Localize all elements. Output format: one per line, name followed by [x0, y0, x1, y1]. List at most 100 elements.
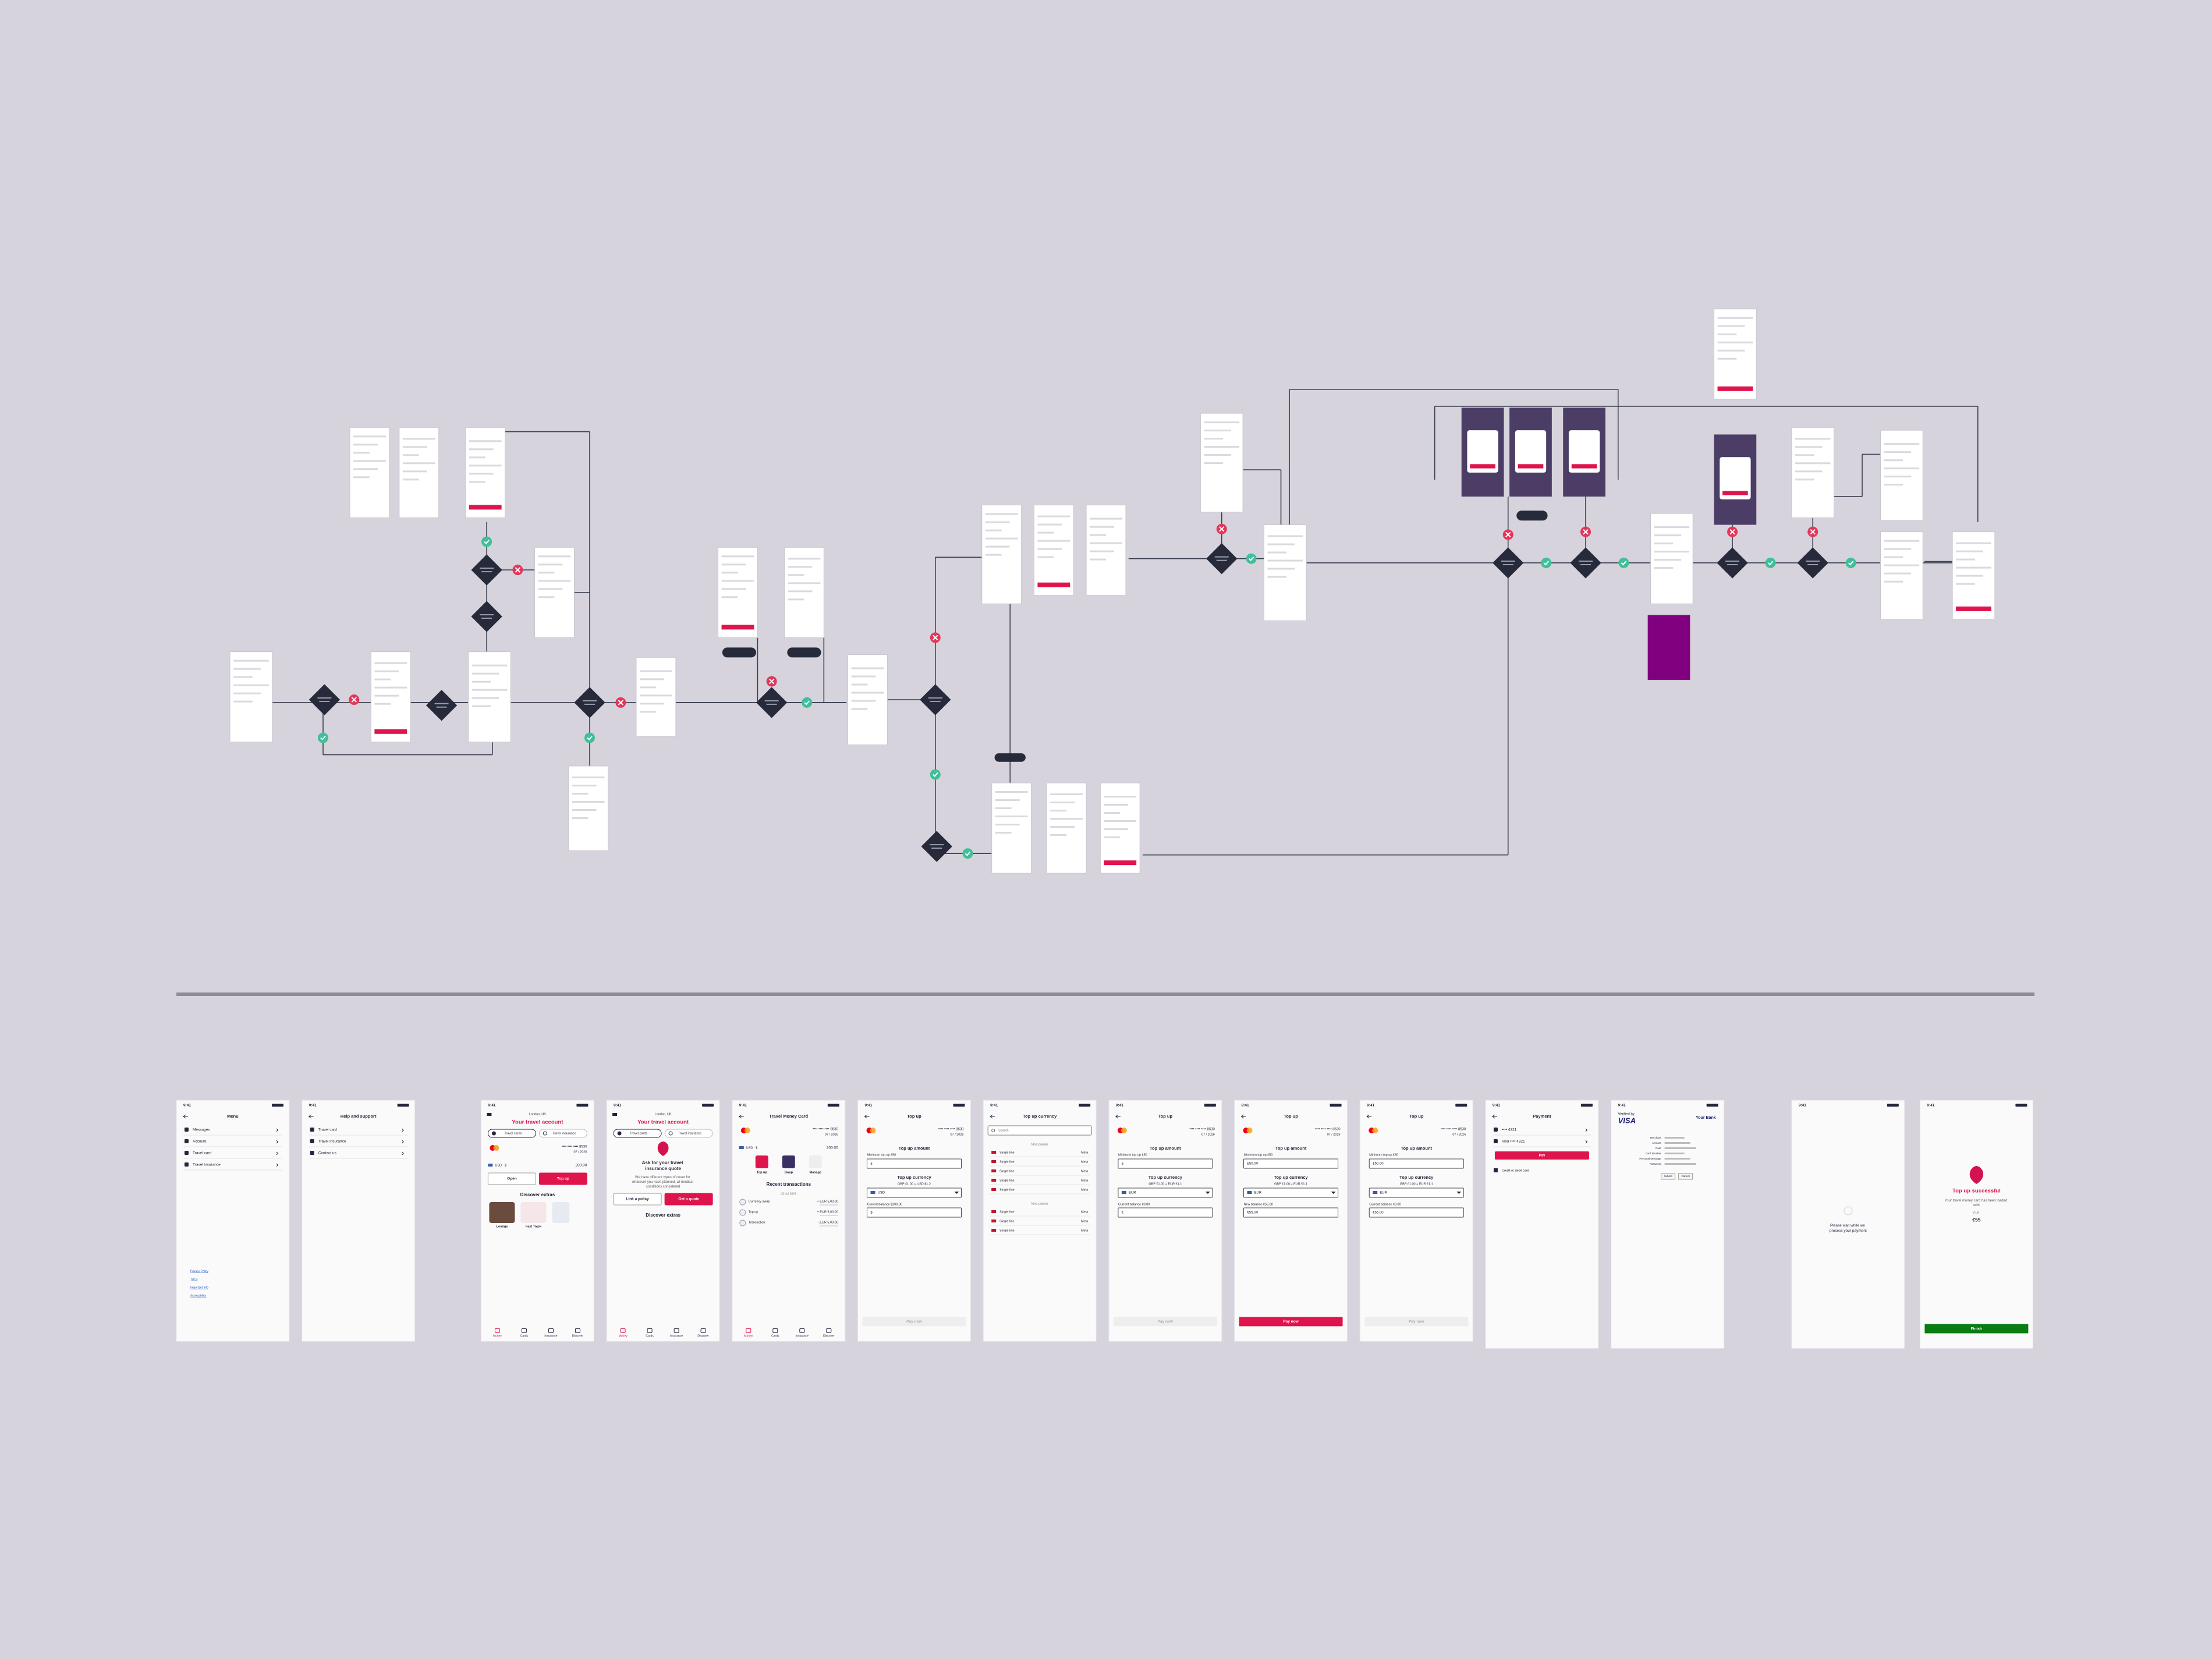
field-input [1118, 1187, 1213, 1198]
status-icons [271, 1104, 283, 1107]
button [613, 1193, 662, 1206]
yes-marker [317, 732, 328, 743]
mini-screen-button [721, 625, 754, 630]
detail-value [1664, 1158, 1690, 1160]
currency-label: EUR [1973, 1211, 1980, 1215]
status-time: 9:41 [1367, 1104, 1374, 1108]
menu-icon [612, 1113, 618, 1116]
chevron [402, 1140, 404, 1144]
dropdown-caret [1331, 1192, 1336, 1194]
phone-screen: 9:41 Top up successful Your travel money c… [1919, 1100, 2033, 1349]
back-arrow [990, 1114, 995, 1119]
mini-screen-line [1654, 543, 1674, 545]
control-button [1678, 1173, 1693, 1180]
mini-screen-line [639, 711, 656, 713]
button-label: Get a quote [678, 1197, 699, 1201]
mini-screen-line [788, 574, 804, 576]
detail-label: Card Number [1646, 1152, 1662, 1155]
mini-screen-line [1884, 476, 1912, 478]
nav-label: Money [493, 1335, 502, 1338]
flag [991, 1220, 997, 1222]
mini-screen-line [538, 563, 563, 566]
mini-screen-line [985, 521, 1010, 523]
field-input [1243, 1158, 1339, 1169]
mini-screen-line [472, 664, 508, 667]
search-placeholder: Search [998, 1129, 1008, 1132]
mini-screen-line [472, 689, 508, 691]
transaction-sub [819, 1225, 838, 1226]
mini-screen-line [721, 572, 738, 574]
mini-screen-line [788, 598, 804, 601]
field-input [866, 1187, 962, 1198]
screen-frame [732, 1100, 846, 1342]
field-input [1243, 1187, 1339, 1198]
mini-screen-frame [229, 651, 273, 743]
phone-screen: 9:41 Payment •••• 4321 Visa •••• 4321 Pay Cre… [1485, 1100, 1599, 1349]
screen-title: Top up [907, 1114, 921, 1119]
button [664, 1193, 713, 1206]
body-text: We have different types of cover for wha… [632, 1176, 694, 1189]
card-number: •••• •••• •••• 8530 [813, 1128, 838, 1132]
status-icons [397, 1104, 409, 1107]
flow-pill [994, 753, 1026, 762]
back-arrow [1240, 1114, 1246, 1119]
detail-label: Amount [1652, 1142, 1661, 1144]
field-input [866, 1158, 962, 1169]
mini-screen-line [353, 468, 378, 470]
mini-screen-line [1050, 802, 1075, 804]
no-cross [351, 697, 357, 703]
yes-marker [1246, 553, 1257, 564]
modal-button [1571, 464, 1597, 469]
status-time: 9:41 [864, 1104, 872, 1108]
mini-screen-line [851, 675, 876, 678]
phone-screen: 9:41 Please wait while we process your pa… [1791, 1100, 1905, 1349]
status-icons [827, 1104, 839, 1107]
mini-screen-line [1956, 550, 1983, 552]
mini-screen-line [1104, 812, 1121, 814]
footer-link: T&Cs [190, 1278, 198, 1281]
mini-screen-line [995, 807, 1012, 810]
decision-diamond [1797, 547, 1828, 579]
mini-screen-line [788, 566, 813, 568]
mini-screen-line [233, 684, 269, 686]
mini-screen-frame [399, 427, 439, 518]
field-input [1369, 1207, 1464, 1218]
mini-screen-frame [1033, 505, 1074, 596]
nav-label: Cards [520, 1335, 529, 1338]
mini-screen-line [353, 435, 386, 438]
mini-screen-line [1104, 796, 1137, 798]
mini-screen-line [1717, 317, 1753, 319]
card-number: •••• •••• •••• 8530 [1315, 1128, 1341, 1132]
status-icons [576, 1104, 589, 1107]
detail-label: Date [1656, 1147, 1661, 1150]
mini-screen-frame [534, 547, 575, 638]
mini-screen-line [1204, 430, 1232, 432]
nav-label: Money [619, 1335, 628, 1338]
mini-screen-frame [848, 654, 888, 746]
visa-logo: VISA [1618, 1116, 1636, 1125]
mini-screen-line [1090, 534, 1106, 536]
balance-note: New balance €55.00 [1244, 1203, 1273, 1206]
field-input [866, 1207, 962, 1218]
mini-screen [1714, 309, 1757, 400]
mini-screen [1880, 430, 1923, 521]
mini-screen-line [1050, 834, 1067, 836]
control-label: Submit [1664, 1175, 1673, 1178]
row-label: Single line [999, 1220, 1014, 1223]
decision-diamond [1570, 547, 1601, 579]
mini-screen-line [572, 792, 589, 795]
field-label: Top up currency [1399, 1175, 1434, 1180]
transaction-icon [739, 1220, 746, 1226]
mini-screen-line [1795, 438, 1831, 440]
flag [488, 1164, 493, 1167]
back-arrow [864, 1114, 870, 1119]
phone-screen: 9:41 London, UK Your travel account Travel … [480, 1100, 594, 1342]
menu-icon [487, 1113, 492, 1116]
mini-screen-line [1884, 580, 1903, 583]
primary-button-label: Finish [1971, 1327, 1982, 1331]
mini-screen-frame [1263, 524, 1307, 621]
button [487, 1172, 536, 1185]
tab-label: Travel cards [630, 1132, 647, 1135]
